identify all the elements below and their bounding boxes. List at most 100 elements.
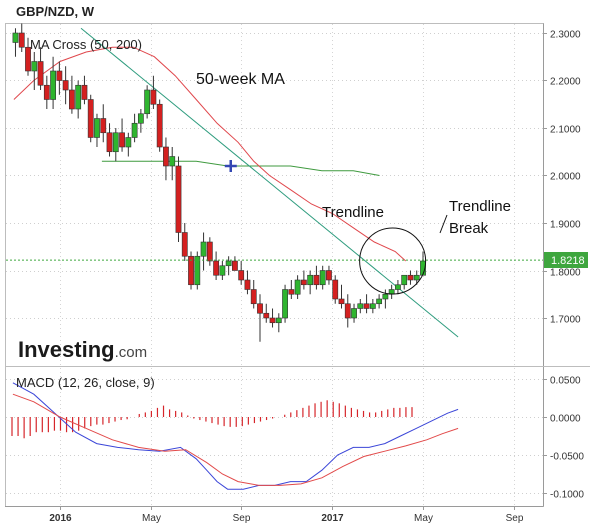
candle-body: [188, 255, 194, 286]
candle-body: [43, 84, 50, 100]
annotation-ma-label: 50-week MA: [196, 71, 285, 88]
candle-body: [313, 274, 320, 286]
candle-body: [194, 255, 201, 286]
macd-title: MACD (12, 26, close, 9): [16, 375, 155, 390]
ma50-line: [13, 46, 407, 262]
candle-body: [100, 118, 107, 134]
candle-body: [169, 156, 176, 167]
macd-tick-label: 0.0500: [550, 376, 581, 387]
ma50-path: [13, 46, 407, 262]
candle-body: [163, 146, 169, 167]
candle-body: [319, 270, 326, 286]
candle-body: [232, 260, 238, 271]
annotation-trendline-label: Trendline: [322, 204, 384, 221]
chart-title: GBP/NZD, W: [16, 4, 95, 19]
candle-body: [219, 265, 226, 276]
candle-body: [137, 113, 144, 124]
candle-body: [62, 80, 69, 91]
watermark-brand: Investing: [18, 337, 115, 362]
candle-body: [112, 132, 119, 153]
candle-body: [206, 241, 213, 262]
price-tick-label: 2.2000: [550, 77, 581, 88]
candle-body: [357, 303, 364, 309]
macd-macd-line: [12, 382, 459, 490]
candle-body: [56, 70, 63, 81]
candle-body: [31, 61, 38, 72]
candle-body: [351, 308, 357, 319]
time-tick-label: May: [142, 513, 161, 524]
ma200-path: [101, 160, 380, 176]
time-tick-label: Sep: [506, 513, 524, 524]
candle-body: [144, 89, 151, 115]
time-tick-label: 2016: [49, 513, 72, 524]
candle-body: [332, 279, 339, 300]
candle-body: [18, 32, 25, 48]
macd-tick-label: -0.0500: [550, 452, 584, 463]
candle-body: [275, 317, 282, 324]
candle-body: [269, 317, 276, 324]
price-tick-label: 2.0000: [550, 172, 581, 183]
macd-tick-label: -0.1000: [550, 490, 584, 501]
candle-body: [326, 270, 332, 281]
watermark-logo: Investing.com: [18, 337, 147, 362]
candle-body: [300, 279, 307, 286]
macd-signal-line: [12, 393, 459, 486]
study-label: MA Cross (50, 200): [30, 37, 142, 52]
candle-body: [407, 274, 414, 281]
time-tick-label: Sep: [233, 513, 251, 524]
watermark-suffix: .com: [115, 344, 148, 361]
candle-body: [125, 137, 132, 148]
ma200-line: [101, 160, 380, 176]
candle-body: [81, 84, 88, 100]
candle-body: [401, 274, 408, 286]
candle-body: [307, 274, 314, 286]
candle-body: [413, 274, 420, 281]
candle-body: [131, 122, 138, 138]
annotation-break-line1: Trendline: [449, 198, 511, 215]
candle-body: [395, 284, 401, 290]
candle-body: [263, 312, 270, 319]
candle-body: [37, 61, 44, 86]
candle-body: [50, 70, 56, 100]
candle-body: [175, 165, 182, 233]
candle-body: [376, 298, 383, 305]
candle-body: [344, 303, 351, 319]
break-pointer-line: [439, 214, 448, 234]
candle-body: [119, 132, 125, 148]
candle-body: [25, 46, 31, 72]
candle-body: [181, 232, 188, 257]
candle-body: [69, 89, 75, 110]
price-tick-label: 1.7000: [550, 315, 581, 326]
candle-body: [87, 99, 94, 138]
candle-body: [338, 298, 345, 305]
macd-pane: [11, 382, 459, 490]
candle-body: [369, 303, 376, 309]
candle-body: [12, 32, 19, 43]
candle-body: [75, 84, 82, 110]
candle-body: [244, 279, 251, 290]
candle-body: [225, 260, 232, 267]
price-tick-label: 1.9000: [550, 220, 581, 231]
candles: [12, 23, 426, 342]
price-tick-label: 2.1000: [550, 125, 581, 136]
candle-body: [106, 132, 113, 153]
trendline-break-circle: [359, 227, 427, 295]
candle-body: [238, 270, 245, 281]
candle-body: [288, 289, 295, 295]
annotations: [224, 160, 448, 295]
candle-body: [213, 260, 220, 276]
time-axis-ticks: 2016 May Sep 2017 May Sep: [49, 506, 524, 524]
candle-body: [363, 303, 370, 309]
candle-body: [150, 89, 157, 105]
time-tick-label: May: [414, 513, 433, 524]
last-price-label: 1.8218: [551, 255, 585, 267]
last-price-badge: [544, 252, 588, 268]
macd-tick-label: 0.0000: [550, 414, 581, 425]
price-tick-label: 1.8000: [550, 268, 581, 279]
candle-body: [257, 303, 263, 314]
candle-body: [420, 260, 426, 276]
candle-body: [200, 241, 207, 257]
candle-body: [294, 279, 301, 295]
candle-body: [382, 293, 389, 300]
price-axis-ticks: 2.3000 2.2000 2.1000 2.0000 1.9000 1.8000 1.70…: [543, 30, 584, 501]
